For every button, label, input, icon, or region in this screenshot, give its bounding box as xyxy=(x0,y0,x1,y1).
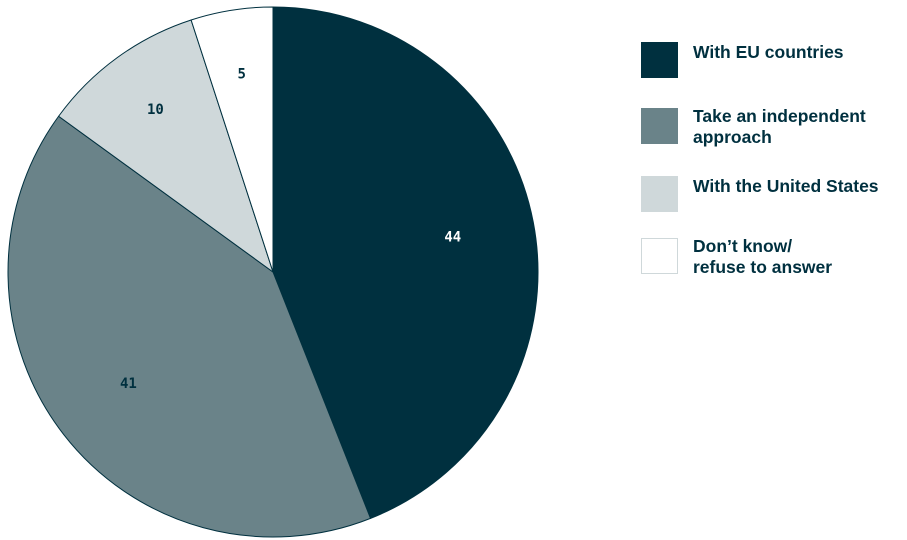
pie-slice-dont-know xyxy=(190,6,274,273)
pie-label-dont-know: 5 xyxy=(237,67,245,83)
pie-label-eu-countries: 44 xyxy=(444,230,461,246)
pie-slices xyxy=(7,6,539,538)
legend-label-dont-know: Don’t know/ refuse to answer xyxy=(693,236,833,277)
legend-label-eu-countries: With EU countries xyxy=(693,42,844,62)
pie-slice-labels: 44 41 10 5 xyxy=(120,67,461,393)
pie-slice-eu-countries xyxy=(272,6,539,519)
legend-swatch-dont-know xyxy=(641,238,678,274)
legend-label-independent-approach: Take an independent approach xyxy=(693,106,866,147)
pie-label-independent-approach: 41 xyxy=(120,376,137,392)
legend-label-united-states: With the United States xyxy=(693,176,879,196)
pie-label-united-states: 10 xyxy=(147,102,164,118)
pie-slice-united-states xyxy=(58,19,274,273)
legend-swatch-eu-countries xyxy=(641,42,678,78)
legend-swatch-united-states xyxy=(641,176,678,212)
legend-swatch-independent-approach xyxy=(641,108,678,144)
pie-slice-independent-approach xyxy=(7,115,372,538)
